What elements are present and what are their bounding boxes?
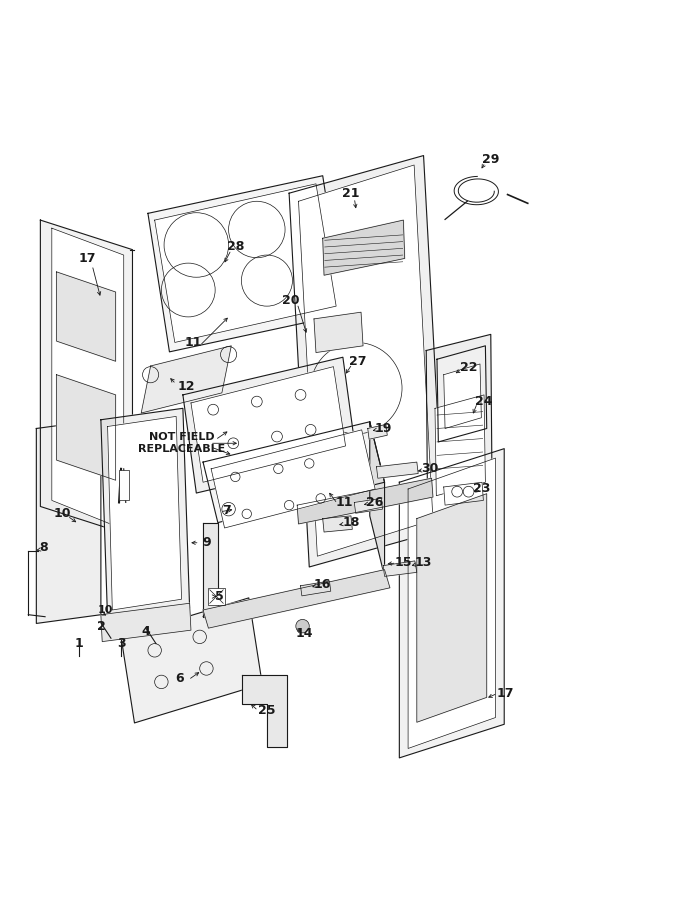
Polygon shape (298, 165, 433, 556)
Text: 3: 3 (117, 637, 126, 650)
Polygon shape (203, 570, 390, 628)
Text: 16: 16 (314, 578, 331, 591)
Polygon shape (107, 417, 182, 610)
Text: 13: 13 (415, 556, 432, 570)
Bar (119, 470, 129, 500)
Text: 10: 10 (53, 508, 71, 520)
Text: 6: 6 (176, 672, 184, 685)
Text: 29: 29 (482, 153, 500, 166)
Polygon shape (314, 312, 363, 353)
Polygon shape (354, 499, 383, 513)
Text: 11: 11 (335, 496, 353, 508)
Polygon shape (57, 272, 115, 361)
Polygon shape (121, 598, 262, 723)
Bar (208, 588, 225, 606)
Polygon shape (383, 561, 417, 576)
Polygon shape (426, 335, 492, 512)
Polygon shape (101, 409, 190, 619)
Text: 7: 7 (222, 504, 231, 517)
Text: 19: 19 (375, 422, 392, 435)
Polygon shape (148, 176, 344, 352)
Polygon shape (203, 523, 218, 616)
Text: 12: 12 (178, 381, 195, 393)
Text: 9: 9 (202, 536, 211, 549)
Text: 4: 4 (142, 625, 151, 638)
Text: 27: 27 (349, 355, 367, 368)
Text: 11: 11 (184, 336, 202, 349)
Text: 21: 21 (342, 186, 360, 200)
Polygon shape (36, 419, 101, 624)
Text: 2: 2 (97, 619, 105, 633)
Polygon shape (443, 482, 483, 505)
Polygon shape (437, 346, 487, 442)
Text: 20: 20 (281, 294, 299, 307)
Polygon shape (417, 494, 487, 722)
Polygon shape (52, 229, 124, 529)
Text: 26: 26 (366, 496, 383, 508)
Text: 24: 24 (475, 395, 493, 408)
Text: 10: 10 (98, 605, 113, 615)
Polygon shape (297, 478, 433, 524)
Polygon shape (323, 516, 352, 532)
Polygon shape (57, 374, 115, 481)
Polygon shape (443, 364, 481, 428)
Polygon shape (203, 576, 385, 616)
Polygon shape (203, 422, 385, 523)
Polygon shape (289, 156, 443, 567)
Text: 8: 8 (38, 541, 47, 554)
Text: 15: 15 (395, 556, 412, 570)
Text: NOT FIELD
REPLACEABLE: NOT FIELD REPLACEABLE (138, 433, 225, 454)
Polygon shape (377, 462, 418, 478)
Polygon shape (183, 357, 356, 493)
Polygon shape (323, 220, 405, 275)
Polygon shape (211, 430, 375, 528)
Polygon shape (408, 458, 495, 749)
Polygon shape (101, 603, 191, 642)
Polygon shape (40, 220, 132, 536)
Polygon shape (400, 449, 504, 758)
Polygon shape (435, 395, 485, 496)
Text: 1: 1 (74, 637, 83, 650)
Polygon shape (242, 675, 287, 747)
Text: 30: 30 (422, 463, 439, 475)
Polygon shape (191, 366, 346, 482)
Polygon shape (370, 422, 385, 576)
Text: 22: 22 (460, 362, 477, 374)
Circle shape (296, 619, 309, 633)
Text: 23: 23 (473, 482, 491, 496)
Text: 28: 28 (227, 240, 244, 254)
Polygon shape (368, 425, 387, 439)
Text: 17: 17 (79, 252, 96, 265)
Polygon shape (300, 581, 331, 596)
Text: 5: 5 (215, 590, 224, 603)
Text: 17: 17 (497, 687, 514, 700)
Text: 14: 14 (295, 627, 313, 640)
Polygon shape (155, 184, 336, 342)
Polygon shape (141, 346, 232, 413)
Text: 18: 18 (342, 516, 360, 529)
Text: 25: 25 (258, 705, 275, 717)
